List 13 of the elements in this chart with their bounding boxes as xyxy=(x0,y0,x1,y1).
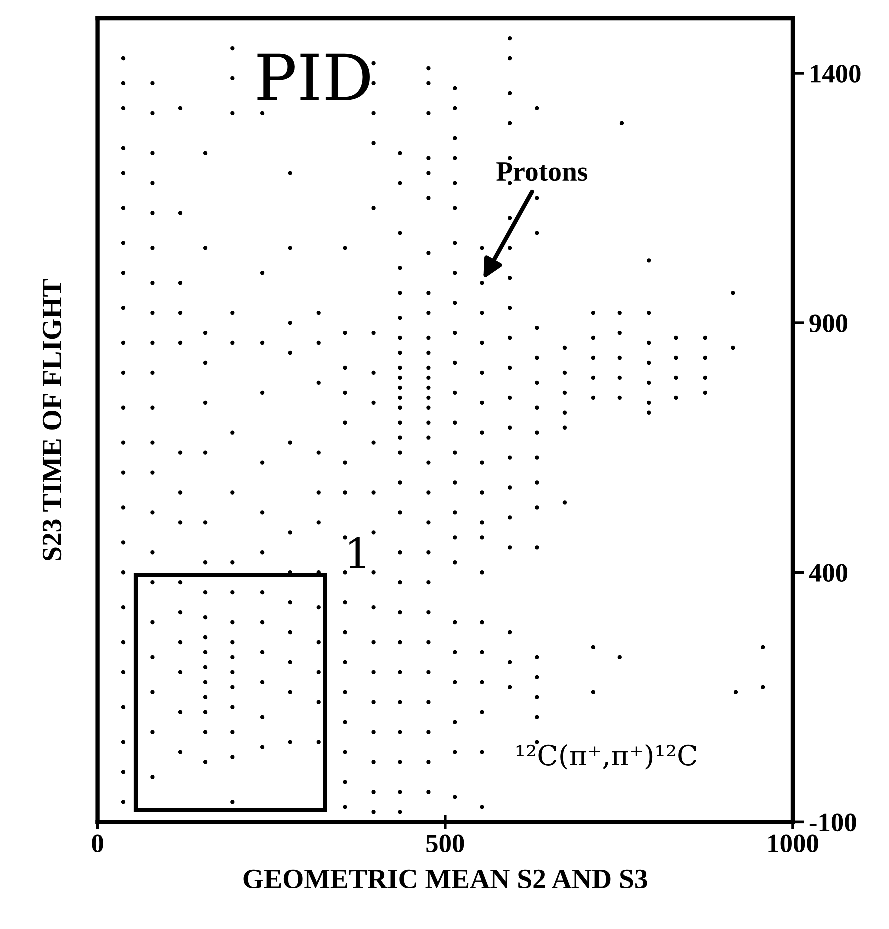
x-tick-label: 1000 xyxy=(768,834,818,853)
y-tick-label: -100 xyxy=(810,814,856,832)
y-tick-label: 400 xyxy=(809,564,848,582)
x-axis-title: GEOMETRIC MEAN S2 AND S3 xyxy=(244,870,648,889)
x-tick-label: 500 xyxy=(426,834,464,853)
annotation: 1 xyxy=(350,538,366,568)
y-axis-title: S23 TIME OF FLIGHT xyxy=(42,279,62,561)
y-tick-label: 1400 xyxy=(811,65,861,83)
x-tick-label: 0 xyxy=(92,834,104,853)
annotation: ¹²C(π⁺,π⁺)¹²C xyxy=(516,744,697,770)
annotation: PID xyxy=(258,54,370,100)
y-tick-label: 900 xyxy=(810,314,848,332)
annotation: Protons xyxy=(496,162,588,182)
